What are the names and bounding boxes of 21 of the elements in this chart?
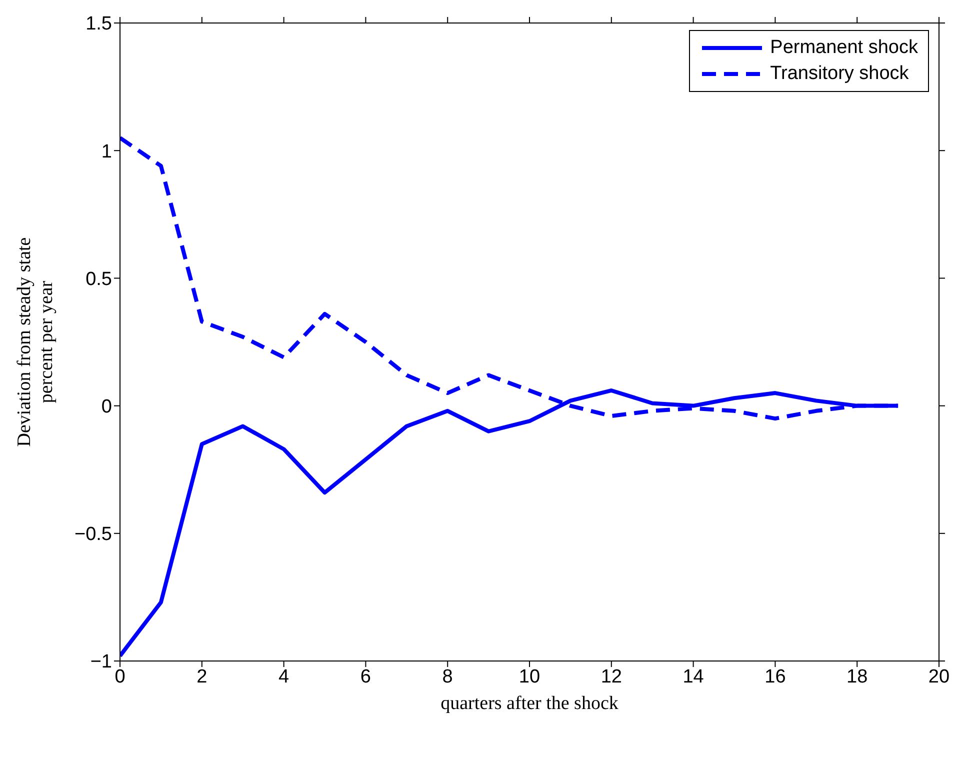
y-tick-label: 1 [101, 141, 112, 162]
x-tick-label: 10 [518, 666, 540, 688]
x-tick-label: 20 [928, 666, 950, 688]
y-tick-label: −0.5 [74, 524, 112, 546]
y-axis-title: Deviation from steady state percent per year [14, 237, 57, 447]
y-tick-label: 1.5 [86, 14, 112, 35]
x-tick-label: 16 [764, 666, 786, 688]
legend-label: Transitory shock [770, 63, 909, 85]
x-tick-label: 6 [360, 666, 371, 688]
x-tick-label: 14 [682, 666, 704, 688]
x-axis-title: quarters after the shock [440, 693, 619, 714]
x-tick-label: 0 [114, 666, 126, 688]
x-tick-label: 2 [196, 666, 208, 688]
legend-label: Permanent shock [770, 37, 918, 59]
x-tick-label: 12 [600, 666, 622, 688]
x-tick-label: 4 [278, 666, 290, 688]
y-tick-label: 0 [101, 396, 112, 418]
x-tick-label: 18 [846, 666, 868, 688]
y-tick-label: −1 [90, 652, 112, 673]
x-tick-label: 8 [442, 666, 453, 688]
y-tick-label: 0.5 [86, 268, 112, 290]
